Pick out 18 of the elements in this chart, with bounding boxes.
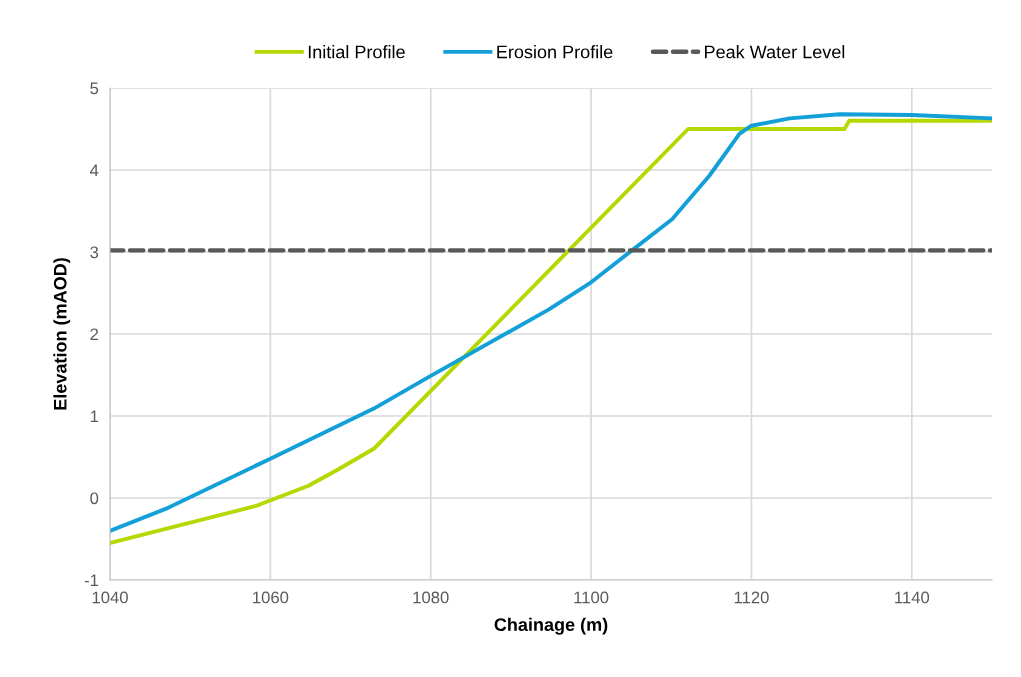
x-axis-title: Chainage (m) [494, 617, 608, 635]
x-tick-label: 1040 [92, 591, 128, 604]
y-tick-label: 3 [90, 246, 99, 259]
x-tick-label: 1060 [253, 591, 289, 604]
y-tick-label: 5 [90, 82, 99, 95]
legend-label: Erosion Profile [497, 45, 613, 59]
x-tick-label: 1140 [895, 591, 930, 604]
x-tick-label: 1080 [413, 591, 449, 604]
y-tick-label: 2 [90, 328, 99, 341]
y-tick-label: 0 [90, 492, 99, 505]
y-axis-title: Elevation (mAOD) [53, 258, 71, 410]
legend-label: Initial Profile [308, 45, 405, 59]
legend-label: Peak Water Level [705, 45, 845, 59]
y-tick-label: 1 [90, 410, 99, 423]
x-tick-label: 1100 [574, 591, 609, 604]
y-tick-label: 4 [90, 164, 99, 177]
y-tick-label: -1 [84, 574, 99, 587]
x-tick-label: 1120 [734, 591, 769, 604]
